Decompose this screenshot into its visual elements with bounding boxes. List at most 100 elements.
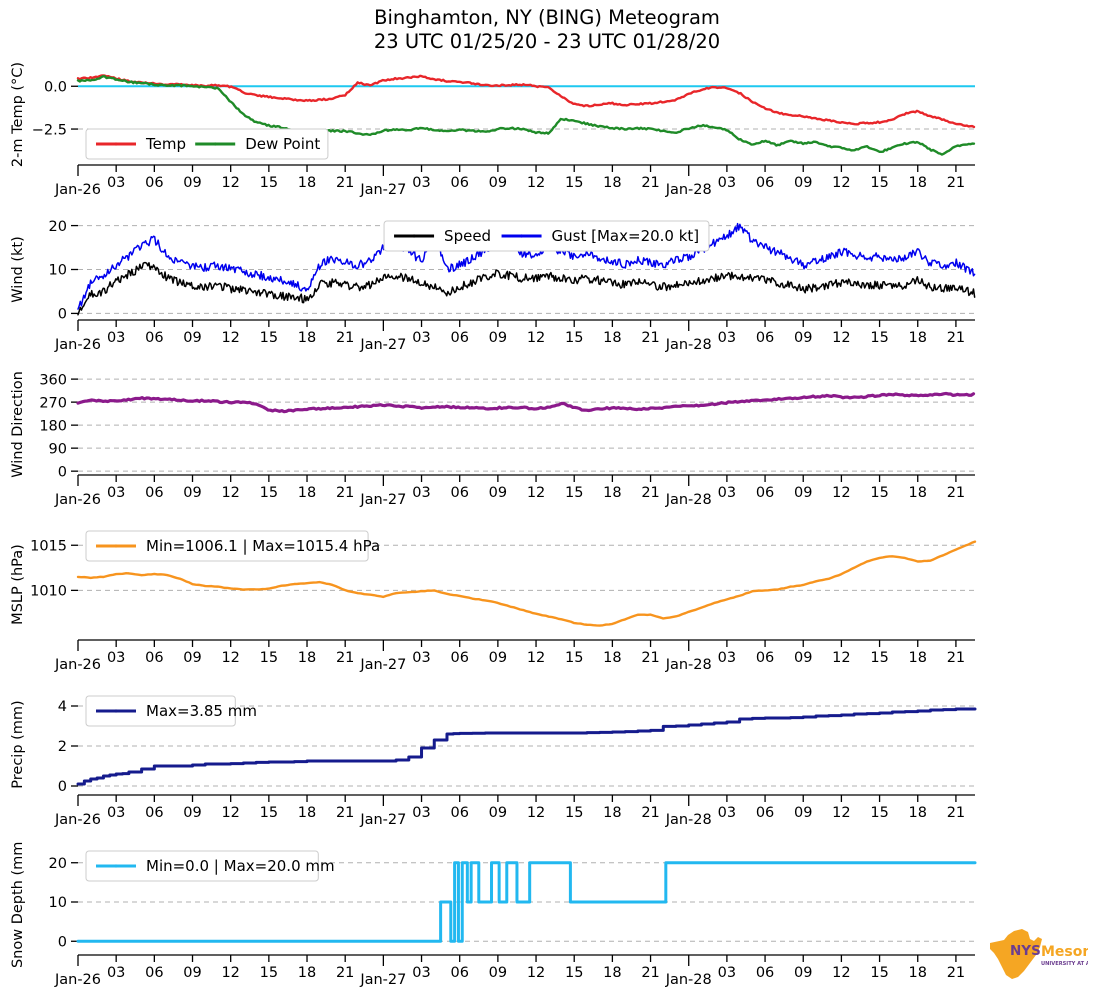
x-tick-label: 12 bbox=[221, 965, 239, 981]
series-line-snow-depth bbox=[76, 861, 977, 943]
legend-label: Min=0.0 | Max=20.0 mm bbox=[146, 857, 335, 875]
x-tick-label: 03 bbox=[107, 330, 125, 346]
panel-precip: 0 2 4 Precip (mm) Jan-26 03 06 09 12 15 18 21 Jan-27… bbox=[0, 686, 1094, 841]
x-tick-label: 12 bbox=[221, 175, 239, 191]
x-day-label: Jan-27 bbox=[359, 657, 406, 673]
x-tick-label: 03 bbox=[107, 485, 125, 501]
panel-snow-depth: 0 10 20 Snow Depth (mm) Jan-26 03 06 09 12 15 18 21… bbox=[0, 841, 1094, 1001]
panel-mslp: 1010 1015 MSLP (hPa) Jan-26 03 06 09 12 15 18 21 Ja… bbox=[0, 521, 1094, 686]
x-tick-label: 15 bbox=[870, 965, 888, 981]
x-tick-label: 21 bbox=[336, 650, 354, 666]
x-tick-label: 12 bbox=[832, 485, 850, 501]
x-tick-label: 21 bbox=[947, 650, 965, 666]
x-tick-label: 09 bbox=[794, 330, 812, 346]
x-day-label: Jan-26 bbox=[54, 812, 101, 828]
x-day-label: Jan-28 bbox=[665, 657, 712, 673]
series-line-temp bbox=[76, 74, 976, 129]
x-tick-label: 03 bbox=[412, 330, 430, 346]
x-tick-label: 09 bbox=[489, 330, 507, 346]
x-day-label: Jan-27 bbox=[359, 182, 406, 198]
x-tick-label: 21 bbox=[641, 650, 659, 666]
x-tick-label: 03 bbox=[718, 175, 736, 191]
y-axis-label: Wind Direction bbox=[10, 371, 26, 478]
x-tick-label: 18 bbox=[298, 330, 316, 346]
x-day-label: Jan-27 bbox=[359, 812, 406, 828]
x-tick-label: 06 bbox=[145, 175, 163, 191]
x-tick-label: 18 bbox=[603, 330, 621, 346]
x-tick-label: 21 bbox=[336, 175, 354, 191]
series-line-speed bbox=[77, 261, 976, 316]
x-tick-label: 09 bbox=[183, 485, 201, 501]
x-tick-label: 12 bbox=[221, 485, 239, 501]
x-tick-label: 09 bbox=[183, 965, 201, 981]
x-tick-label: 21 bbox=[641, 805, 659, 821]
x-tick-label: 15 bbox=[565, 965, 583, 981]
x-tick-label: 12 bbox=[832, 330, 850, 346]
legend-box bbox=[85, 850, 319, 882]
x-day-label: Jan-27 bbox=[359, 492, 406, 508]
x-tick-label: 15 bbox=[870, 485, 888, 501]
y-tick-label: 10 bbox=[49, 895, 67, 911]
title-line-2: 23 UTC 01/25/20 - 23 UTC 01/28/20 bbox=[373, 29, 721, 53]
chart-wind: 0 10 20 Wind (kt) Jan-26 03 06 09 12 15 18 21 Jan-27… bbox=[10, 219, 976, 353]
x-tick-label: 09 bbox=[794, 965, 812, 981]
x-tick-label: 15 bbox=[565, 175, 583, 191]
x-tick-label: 06 bbox=[450, 650, 468, 666]
series-line-dew-point bbox=[76, 75, 976, 156]
x-tick-label: 21 bbox=[947, 965, 965, 981]
legend-marker bbox=[519, 234, 524, 238]
legend-marker bbox=[114, 864, 118, 868]
x-day-label: Jan-28 bbox=[665, 972, 712, 988]
y-axis-label: Wind (kt) bbox=[10, 236, 26, 302]
legend-wind: Speed Gust [Max=20.0 kt] bbox=[383, 220, 710, 252]
logo-tagline-text: UNIVERSITY AT ALBANY bbox=[1041, 961, 1088, 967]
legend-marker bbox=[114, 709, 118, 713]
x-tick-label: 06 bbox=[145, 805, 163, 821]
series-line-precip bbox=[76, 707, 977, 786]
y-axis-label: MSLP (hPa) bbox=[10, 544, 26, 625]
y-axis-label: 2-m Temp (°C) bbox=[10, 62, 26, 167]
x-tick-label: 03 bbox=[718, 805, 736, 821]
x-tick-label: 09 bbox=[183, 805, 201, 821]
y-axis-label: Snow Depth (mm) bbox=[10, 841, 26, 968]
x-tick-label: 06 bbox=[756, 175, 774, 191]
panel-wind-direction: 0 90 180 270 360 Wind Direction Jan-26 03 06 09 12… bbox=[0, 366, 1094, 521]
x-day-label: Jan-26 bbox=[54, 337, 101, 353]
x-tick-label: 18 bbox=[603, 965, 621, 981]
x-tick-label: 09 bbox=[183, 330, 201, 346]
x-tick-label: 12 bbox=[527, 330, 545, 346]
legend-label: Min=1006.1 | Max=1015.4 hPa bbox=[146, 537, 380, 555]
x-tick-label: 21 bbox=[336, 330, 354, 346]
panel-wind: 0 10 20 Wind (kt) Jan-26 03 06 09 12 15 18 21 Jan-27… bbox=[0, 211, 1094, 366]
x-tick-label: 12 bbox=[221, 650, 239, 666]
legend-label: Max=3.85 mm bbox=[146, 702, 257, 720]
x-tick-label: 18 bbox=[298, 175, 316, 191]
x-tick-label: 21 bbox=[641, 485, 659, 501]
x-tick-label: 12 bbox=[527, 965, 545, 981]
legend-label: Dew Point bbox=[245, 135, 320, 153]
x-tick-label: 03 bbox=[107, 650, 125, 666]
x-day-label: Jan-26 bbox=[54, 972, 101, 988]
x-tick-label: 03 bbox=[107, 805, 125, 821]
chart-snow_depth: 0 10 20 Snow Depth (mm) Jan-26 03 06 09 12 15 18 21… bbox=[10, 841, 977, 988]
legend-marker bbox=[213, 142, 217, 146]
x-tick-label: 21 bbox=[947, 805, 965, 821]
x-tick-label: 21 bbox=[641, 175, 659, 191]
y-tick-label: 0 bbox=[58, 307, 67, 323]
x-day-label: Jan-26 bbox=[54, 492, 101, 508]
x-tick-label: 15 bbox=[870, 330, 888, 346]
x-tick-label: 15 bbox=[260, 330, 278, 346]
x-tick-label: 21 bbox=[336, 485, 354, 501]
x-tick-label: 21 bbox=[947, 485, 965, 501]
x-tick-label: 12 bbox=[221, 805, 239, 821]
chart-temperature: 0.0 −2.5 2-m Temp (°C) Jan-26 03 06 09 12 15 18 21… bbox=[10, 62, 976, 198]
x-tick-label: 06 bbox=[756, 965, 774, 981]
legend-label: Temp bbox=[145, 135, 186, 153]
legend-box bbox=[85, 695, 236, 727]
legend-label: Speed bbox=[444, 227, 491, 245]
x-tick-label: 12 bbox=[527, 650, 545, 666]
y-tick-label: 10 bbox=[49, 263, 67, 279]
x-tick-label: 03 bbox=[412, 485, 430, 501]
x-tick-label: 06 bbox=[450, 485, 468, 501]
